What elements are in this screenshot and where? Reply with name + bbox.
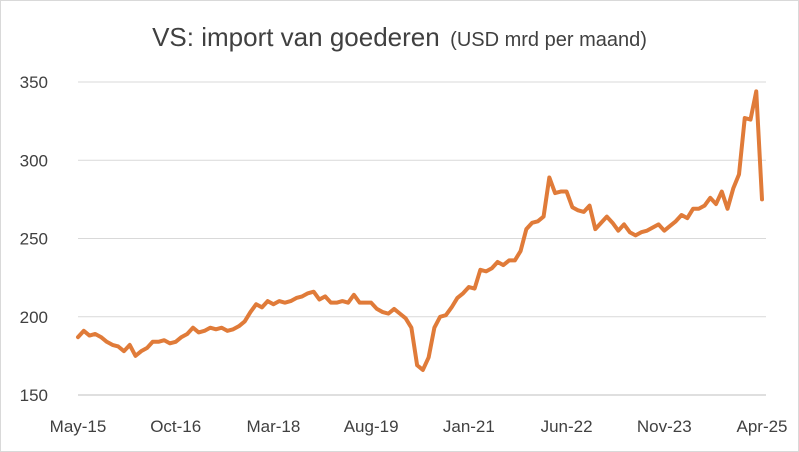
x-tick-label: Jun-22 (541, 417, 593, 436)
chart-title-main: VS: import van goederen (152, 22, 440, 52)
y-tick-label: 350 (20, 73, 48, 92)
x-tick-label: Jan-21 (443, 417, 495, 436)
chart-title: VS: import van goederen (USD mrd per maa… (0, 22, 799, 53)
x-tick-label: May-15 (50, 417, 107, 436)
y-tick-label: 200 (20, 308, 48, 327)
y-tick-label: 250 (20, 230, 48, 249)
x-tick-label: Nov-23 (637, 417, 692, 436)
y-tick-label: 150 (20, 386, 48, 405)
series-line (76, 89, 764, 372)
x-tick-label: Apr-25 (736, 417, 787, 436)
x-tick-label: Aug-19 (344, 417, 399, 436)
chart-subtitle: (USD mrd per maand) (450, 29, 647, 51)
x-tick-label: Oct-16 (150, 417, 201, 436)
x-tick-label: Mar-18 (246, 417, 300, 436)
y-tick-label: 300 (20, 151, 48, 170)
